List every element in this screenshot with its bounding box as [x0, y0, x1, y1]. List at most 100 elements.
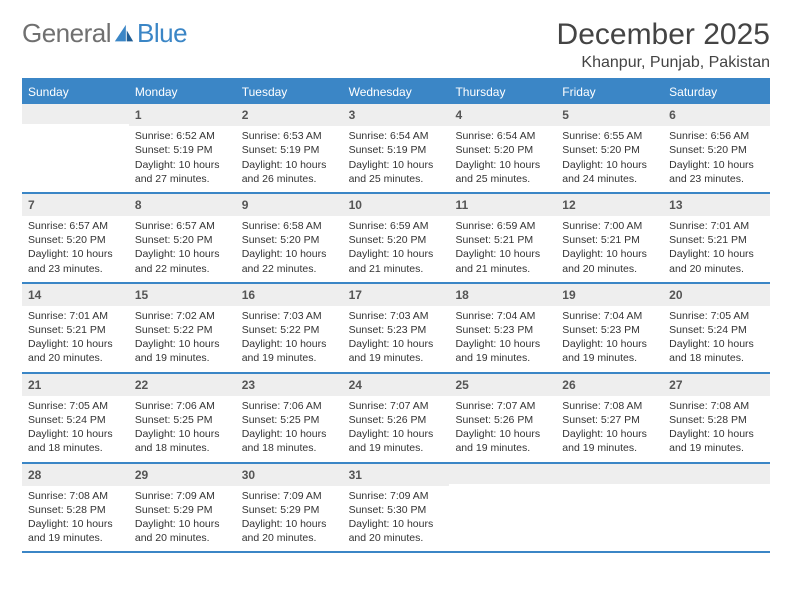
calendar-cell — [556, 464, 663, 552]
cell-body: Sunrise: 7:09 AMSunset: 5:29 PMDaylight:… — [129, 486, 236, 552]
dl2-line: and 24 minutes. — [562, 172, 657, 186]
sunset-line: Sunset: 5:28 PM — [669, 413, 764, 427]
week-row: 1Sunrise: 6:52 AMSunset: 5:19 PMDaylight… — [22, 104, 770, 194]
calendar-table: SundayMondayTuesdayWednesdayThursdayFrid… — [22, 78, 770, 553]
dl1-line: Daylight: 10 hours — [349, 517, 444, 531]
calendar-cell: 19Sunrise: 7:04 AMSunset: 5:23 PMDayligh… — [556, 284, 663, 372]
sunset-line: Sunset: 5:20 PM — [349, 233, 444, 247]
calendar-cell: 2Sunrise: 6:53 AMSunset: 5:19 PMDaylight… — [236, 104, 343, 192]
day-number: 14 — [22, 284, 129, 306]
cell-body — [663, 484, 770, 544]
sunrise-line: Sunrise: 7:08 AM — [28, 489, 123, 503]
cell-body: Sunrise: 7:02 AMSunset: 5:22 PMDaylight:… — [129, 306, 236, 372]
cell-body: Sunrise: 7:08 AMSunset: 5:27 PMDaylight:… — [556, 396, 663, 462]
sunrise-line: Sunrise: 7:01 AM — [28, 309, 123, 323]
dl1-line: Daylight: 10 hours — [135, 337, 230, 351]
cell-body: Sunrise: 6:54 AMSunset: 5:20 PMDaylight:… — [449, 126, 556, 192]
dl2-line: and 27 minutes. — [135, 172, 230, 186]
sunrise-line: Sunrise: 6:58 AM — [242, 219, 337, 233]
sunrise-line: Sunrise: 7:03 AM — [242, 309, 337, 323]
calendar-cell: 4Sunrise: 6:54 AMSunset: 5:20 PMDaylight… — [449, 104, 556, 192]
weeks-container: 1Sunrise: 6:52 AMSunset: 5:19 PMDaylight… — [22, 104, 770, 553]
day-header: Thursday — [449, 80, 556, 104]
brand-part1: General — [22, 18, 111, 49]
day-number: 23 — [236, 374, 343, 396]
sunset-line: Sunset: 5:21 PM — [455, 233, 550, 247]
dl1-line: Daylight: 10 hours — [135, 247, 230, 261]
calendar-cell: 9Sunrise: 6:58 AMSunset: 5:20 PMDaylight… — [236, 194, 343, 282]
sunset-line: Sunset: 5:21 PM — [669, 233, 764, 247]
sunrise-line: Sunrise: 7:06 AM — [135, 399, 230, 413]
sunrise-line: Sunrise: 6:57 AM — [28, 219, 123, 233]
week-row: 21Sunrise: 7:05 AMSunset: 5:24 PMDayligh… — [22, 374, 770, 464]
dl2-line: and 19 minutes. — [669, 441, 764, 455]
day-header: Wednesday — [343, 80, 450, 104]
day-header-row: SundayMondayTuesdayWednesdayThursdayFrid… — [22, 80, 770, 104]
sunrise-line: Sunrise: 6:54 AM — [455, 129, 550, 143]
cell-body — [449, 484, 556, 544]
dl2-line: and 20 minutes. — [242, 531, 337, 545]
cell-body: Sunrise: 6:55 AMSunset: 5:20 PMDaylight:… — [556, 126, 663, 192]
cell-body: Sunrise: 7:08 AMSunset: 5:28 PMDaylight:… — [22, 486, 129, 552]
day-header: Friday — [556, 80, 663, 104]
day-number — [556, 464, 663, 484]
dl1-line: Daylight: 10 hours — [28, 517, 123, 531]
cell-body: Sunrise: 7:01 AMSunset: 5:21 PMDaylight:… — [663, 216, 770, 282]
cell-body: Sunrise: 6:57 AMSunset: 5:20 PMDaylight:… — [129, 216, 236, 282]
dl1-line: Daylight: 10 hours — [669, 158, 764, 172]
calendar-cell: 13Sunrise: 7:01 AMSunset: 5:21 PMDayligh… — [663, 194, 770, 282]
cell-body: Sunrise: 7:00 AMSunset: 5:21 PMDaylight:… — [556, 216, 663, 282]
dl2-line: and 23 minutes. — [28, 262, 123, 276]
cell-body: Sunrise: 7:05 AMSunset: 5:24 PMDaylight:… — [22, 396, 129, 462]
sunset-line: Sunset: 5:21 PM — [562, 233, 657, 247]
day-header: Tuesday — [236, 80, 343, 104]
calendar-cell: 23Sunrise: 7:06 AMSunset: 5:25 PMDayligh… — [236, 374, 343, 462]
cell-body: Sunrise: 7:07 AMSunset: 5:26 PMDaylight:… — [343, 396, 450, 462]
day-number: 28 — [22, 464, 129, 486]
day-number: 5 — [556, 104, 663, 126]
day-number: 15 — [129, 284, 236, 306]
dl2-line: and 18 minutes. — [242, 441, 337, 455]
dl1-line: Daylight: 10 hours — [349, 158, 444, 172]
dl1-line: Daylight: 10 hours — [562, 337, 657, 351]
dl1-line: Daylight: 10 hours — [135, 427, 230, 441]
day-number: 29 — [129, 464, 236, 486]
calendar-cell: 17Sunrise: 7:03 AMSunset: 5:23 PMDayligh… — [343, 284, 450, 372]
cell-body: Sunrise: 6:59 AMSunset: 5:20 PMDaylight:… — [343, 216, 450, 282]
sunrise-line: Sunrise: 7:04 AM — [562, 309, 657, 323]
dl2-line: and 19 minutes. — [455, 351, 550, 365]
day-number: 7 — [22, 194, 129, 216]
day-number: 9 — [236, 194, 343, 216]
sunrise-line: Sunrise: 6:59 AM — [349, 219, 444, 233]
calendar-cell — [22, 104, 129, 192]
cell-body: Sunrise: 6:56 AMSunset: 5:20 PMDaylight:… — [663, 126, 770, 192]
dl1-line: Daylight: 10 hours — [28, 247, 123, 261]
week-row: 28Sunrise: 7:08 AMSunset: 5:28 PMDayligh… — [22, 464, 770, 554]
calendar-cell: 6Sunrise: 6:56 AMSunset: 5:20 PMDaylight… — [663, 104, 770, 192]
dl2-line: and 25 minutes. — [349, 172, 444, 186]
dl1-line: Daylight: 10 hours — [135, 517, 230, 531]
dl2-line: and 20 minutes. — [28, 351, 123, 365]
sunset-line: Sunset: 5:22 PM — [242, 323, 337, 337]
dl2-line: and 18 minutes. — [135, 441, 230, 455]
sunrise-line: Sunrise: 7:06 AM — [242, 399, 337, 413]
dl1-line: Daylight: 10 hours — [242, 247, 337, 261]
calendar-cell: 8Sunrise: 6:57 AMSunset: 5:20 PMDaylight… — [129, 194, 236, 282]
day-header: Monday — [129, 80, 236, 104]
cell-body — [556, 484, 663, 544]
calendar-cell: 5Sunrise: 6:55 AMSunset: 5:20 PMDaylight… — [556, 104, 663, 192]
calendar-cell: 15Sunrise: 7:02 AMSunset: 5:22 PMDayligh… — [129, 284, 236, 372]
sunrise-line: Sunrise: 6:53 AM — [242, 129, 337, 143]
dl2-line: and 19 minutes. — [349, 351, 444, 365]
sunset-line: Sunset: 5:24 PM — [669, 323, 764, 337]
calendar-cell: 3Sunrise: 6:54 AMSunset: 5:19 PMDaylight… — [343, 104, 450, 192]
sunset-line: Sunset: 5:27 PM — [562, 413, 657, 427]
sunrise-line: Sunrise: 7:04 AM — [455, 309, 550, 323]
dl1-line: Daylight: 10 hours — [242, 158, 337, 172]
day-number: 12 — [556, 194, 663, 216]
sunrise-line: Sunrise: 6:57 AM — [135, 219, 230, 233]
day-number: 17 — [343, 284, 450, 306]
dl2-line: and 21 minutes. — [349, 262, 444, 276]
dl1-line: Daylight: 10 hours — [242, 337, 337, 351]
sunrise-line: Sunrise: 7:09 AM — [242, 489, 337, 503]
